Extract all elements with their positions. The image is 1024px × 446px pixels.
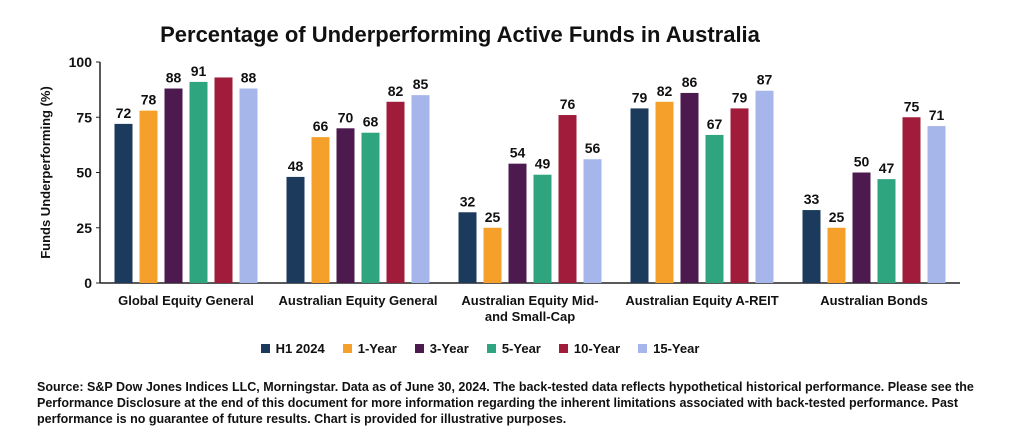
bar (386, 101, 405, 283)
data-label: 32 (460, 193, 476, 209)
bar (927, 126, 946, 283)
bar (239, 88, 258, 284)
legend-swatch (260, 344, 270, 353)
data-label: 88 (166, 70, 182, 86)
data-label: 25 (829, 209, 845, 225)
x-tick-label: and Small-Cap (485, 309, 575, 324)
legend-label: 3-Year (429, 341, 469, 356)
legend-item: 10-Year (558, 341, 621, 356)
bar (164, 88, 183, 284)
bar (730, 108, 749, 283)
data-label: 85 (413, 76, 429, 92)
legend-swatch (558, 344, 568, 353)
legend-swatch (414, 344, 424, 353)
legend-item: 5-Year (486, 341, 541, 356)
bar (411, 95, 430, 284)
legend-item: H1 2024 (260, 341, 325, 356)
bar (877, 179, 896, 283)
data-label: 78 (141, 92, 157, 108)
legend-item: 15-Year (638, 341, 699, 356)
bar (189, 81, 208, 283)
y-tick-label: 75 (76, 109, 92, 125)
bar (114, 123, 133, 283)
bar (139, 110, 158, 284)
data-label: 88 (241, 70, 257, 86)
legend-item: 3-Year (414, 341, 469, 356)
bar (214, 77, 233, 283)
x-tick-label: Australian Equity A-REIT (625, 293, 778, 308)
bar (583, 159, 602, 283)
chart-legend: H1 2024 1-Year 3-Year 5-Year 10-Year 15-Year (0, 341, 960, 356)
y-tick-label: 25 (76, 220, 92, 236)
data-label: 82 (657, 83, 673, 99)
data-label: 67 (707, 116, 723, 132)
bar (630, 108, 649, 283)
data-label: 48 (288, 158, 304, 174)
data-label: 91 (191, 63, 207, 79)
data-label: 82 (388, 83, 404, 99)
data-label: 79 (732, 89, 748, 105)
x-tick-label: Australian Equity General (279, 293, 438, 308)
bar (533, 174, 552, 283)
x-tick-label: Global Equity General (118, 293, 254, 308)
bar (361, 132, 380, 283)
bar (705, 134, 724, 283)
data-label: 70 (338, 109, 354, 125)
y-axis-label: Funds Underperforming (%) (38, 86, 53, 259)
bar (483, 227, 502, 283)
data-label: 33 (804, 191, 820, 207)
legend-label: 5-Year (501, 341, 541, 356)
data-label: 66 (313, 118, 329, 134)
legend-label: H1 2024 (275, 341, 325, 356)
legend-label: 10-Year (573, 341, 621, 356)
bar (458, 212, 477, 283)
data-label: 75 (904, 98, 920, 114)
legend-label: 1-Year (357, 341, 397, 356)
y-tick-label: 0 (84, 275, 92, 291)
x-tick-label: Australian Equity Mid- (461, 293, 598, 308)
data-label: 72 (116, 105, 132, 121)
chart-title: Percentage of Underperforming Active Fun… (160, 22, 760, 47)
bar (755, 90, 774, 283)
bar (802, 210, 821, 283)
bar (902, 117, 921, 283)
x-tick-label: Australian Bonds (820, 293, 928, 308)
bar (286, 176, 305, 283)
legend-swatch (342, 344, 352, 353)
legend-swatch (486, 344, 496, 353)
data-label: 87 (757, 72, 773, 88)
bar (852, 172, 871, 283)
data-label: 50 (854, 154, 870, 170)
bar (311, 137, 330, 283)
y-tick-label: 100 (69, 54, 93, 70)
data-label: 47 (879, 160, 895, 176)
legend-swatch (638, 344, 648, 353)
y-tick-label: 50 (76, 165, 92, 181)
bar-chart: 0 25 50 75 100 Funds Underperforming (%) 72 78 8… (38, 54, 960, 324)
data-label: 71 (929, 107, 945, 123)
bar (680, 92, 699, 283)
data-label: 76 (560, 96, 576, 112)
bar (827, 227, 846, 283)
data-label: 68 (363, 114, 379, 130)
bar (508, 163, 527, 283)
data-label: 54 (510, 145, 526, 161)
data-label: 56 (585, 140, 601, 156)
bar (655, 101, 674, 283)
bar (558, 115, 577, 283)
data-label: 79 (632, 89, 648, 105)
data-label: 49 (535, 156, 551, 172)
bar (336, 128, 355, 283)
legend-label: 15-Year (653, 341, 700, 356)
data-label: 25 (485, 209, 501, 225)
chart-footnote: Source: S&P Dow Jones Indices LLC, Morni… (37, 380, 974, 426)
data-label: 86 (682, 74, 698, 90)
legend-item: 1-Year (342, 341, 397, 356)
